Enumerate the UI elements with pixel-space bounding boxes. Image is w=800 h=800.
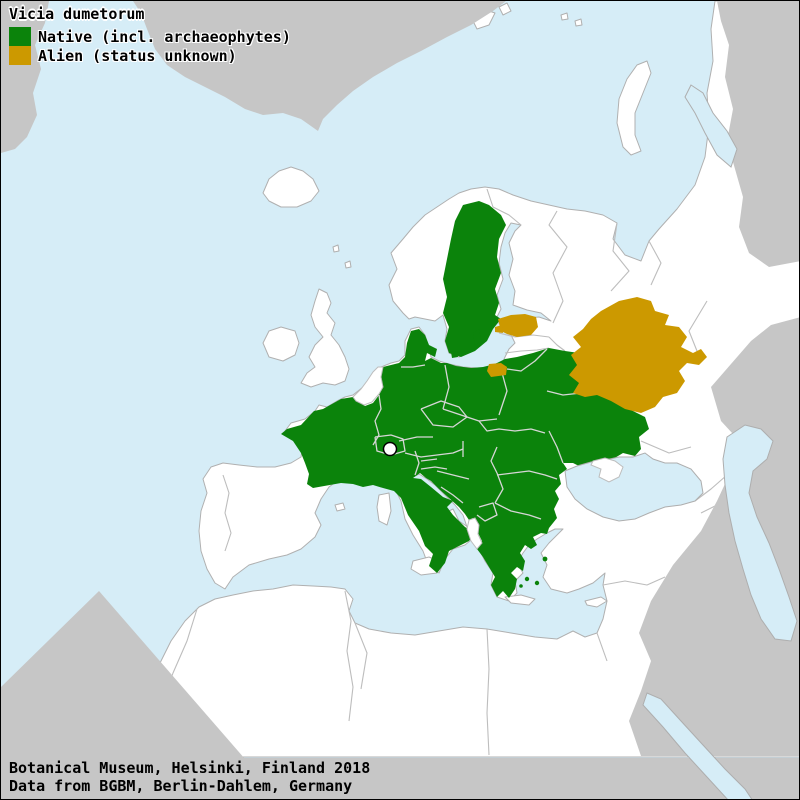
gotland-island <box>473 329 481 345</box>
country-borders-native <box>372 348 600 522</box>
africa-southwest-outside <box>1 591 245 759</box>
benelux <box>352 366 384 406</box>
region-alien-estonia <box>498 314 538 337</box>
bornholm-island <box>451 351 458 358</box>
iceland <box>262 166 320 208</box>
legend-swatch-native-icon <box>9 27 31 46</box>
legend-label-alien: Alien (status unknown) <box>38 46 237 65</box>
region-alien-central-russia <box>569 297 707 413</box>
legend-item-native: Native (incl. archaeophytes) <box>9 27 291 46</box>
native-regions <box>281 201 649 598</box>
crete <box>504 594 536 606</box>
caspian-sea <box>722 424 798 642</box>
novaya-zemlya <box>616 60 652 156</box>
no-record-carveouts <box>352 366 483 550</box>
red-sea <box>642 692 753 799</box>
ireland <box>262 326 300 362</box>
crimea <box>590 457 624 483</box>
aegean-islet <box>524 576 530 582</box>
aegean-islet <box>542 556 548 562</box>
northeast-russia-outside <box>717 1 799 267</box>
region-alien-kaliningrad <box>487 363 507 377</box>
great-britain <box>300 288 350 388</box>
estonia-islands <box>495 325 503 333</box>
arctic-islets <box>332 12 583 269</box>
attribution-line-1: Botanical Museum, Helsinki, Finland 2018 <box>9 759 371 777</box>
middle-east-outside <box>629 317 799 756</box>
white-sea <box>684 84 738 168</box>
bottom-outside-band <box>1 758 799 799</box>
aegean-islet <box>519 584 523 588</box>
balearic-islands <box>334 502 346 512</box>
black-sea <box>564 452 704 522</box>
aegean-islet <box>534 580 540 586</box>
legend-label-native: Native (incl. archaeophytes) <box>38 27 291 46</box>
status-point-marker-switzerland <box>382 441 398 457</box>
alien-regions <box>487 297 707 413</box>
albania <box>466 517 483 550</box>
attribution-line-2: Data from BGBM, Berlin-Dahlem, Germany <box>9 777 353 795</box>
enclosed-seas <box>564 84 798 799</box>
region-native-central-europe <box>281 329 649 598</box>
cyprus <box>584 596 608 608</box>
sardinia <box>376 492 392 526</box>
legend-item-alien: Alien (status unknown) <box>9 46 237 65</box>
region-native-sweden <box>443 201 506 357</box>
map-title: Vicia dumetorum <box>9 5 145 23</box>
greenland <box>133 1 506 131</box>
legend-swatch-alien-icon <box>9 46 31 65</box>
